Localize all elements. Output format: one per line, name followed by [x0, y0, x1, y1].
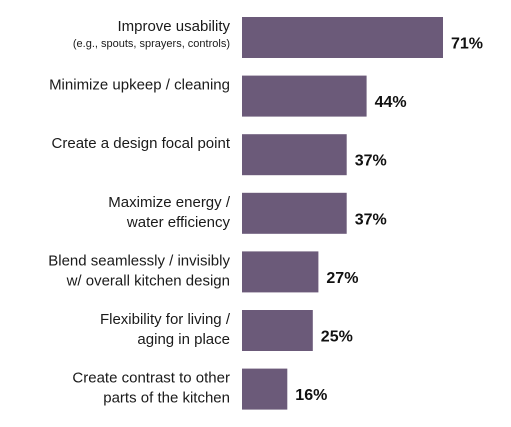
bar-5	[242, 251, 319, 293]
category-label-6-line-2: aging in place	[137, 331, 230, 348]
value-label-7: 16%	[295, 387, 327, 404]
category-label-4-line-1: Maximize energy /	[108, 194, 231, 211]
category-label-5-line-2: w/ overall kitchen design	[66, 272, 230, 289]
value-label-1: 71%	[451, 36, 483, 53]
bar-2	[242, 75, 367, 117]
bar-3	[242, 134, 347, 176]
value-labels-group: 71% 44% 37% 37% 27% 25% 16%	[295, 36, 483, 405]
bar-4	[242, 192, 347, 234]
category-label-3-line-1: Create a design focal point	[52, 135, 231, 152]
category-label-1-line-1: Improve usability	[117, 18, 230, 35]
value-label-3: 37%	[355, 153, 387, 170]
category-label-7-line-1: Create contrast to other	[72, 370, 230, 387]
category-label-2-line-1: Minimize upkeep / cleaning	[49, 77, 230, 94]
bar-7	[242, 368, 288, 410]
category-labels-group: Improve usability (e.g., spouts, sprayers…	[48, 18, 231, 407]
bar-1	[242, 17, 443, 58]
category-label-7-line-2: parts of the kitchen	[103, 390, 230, 407]
category-label-4-line-2: water efficiency	[126, 214, 231, 231]
bars-group	[242, 17, 443, 410]
category-sublabel-1: (e.g., spouts, sprayers, controls)	[73, 38, 230, 50]
value-label-2: 44%	[375, 94, 407, 111]
value-label-5: 27%	[326, 270, 358, 287]
bar-6	[242, 310, 313, 351]
category-label-5-line-1: Blend seamlessly / invisibly	[48, 252, 230, 269]
value-label-4: 37%	[355, 211, 387, 228]
value-label-6: 25%	[321, 329, 353, 346]
category-label-6-line-1: Flexibility for living /	[100, 311, 231, 328]
